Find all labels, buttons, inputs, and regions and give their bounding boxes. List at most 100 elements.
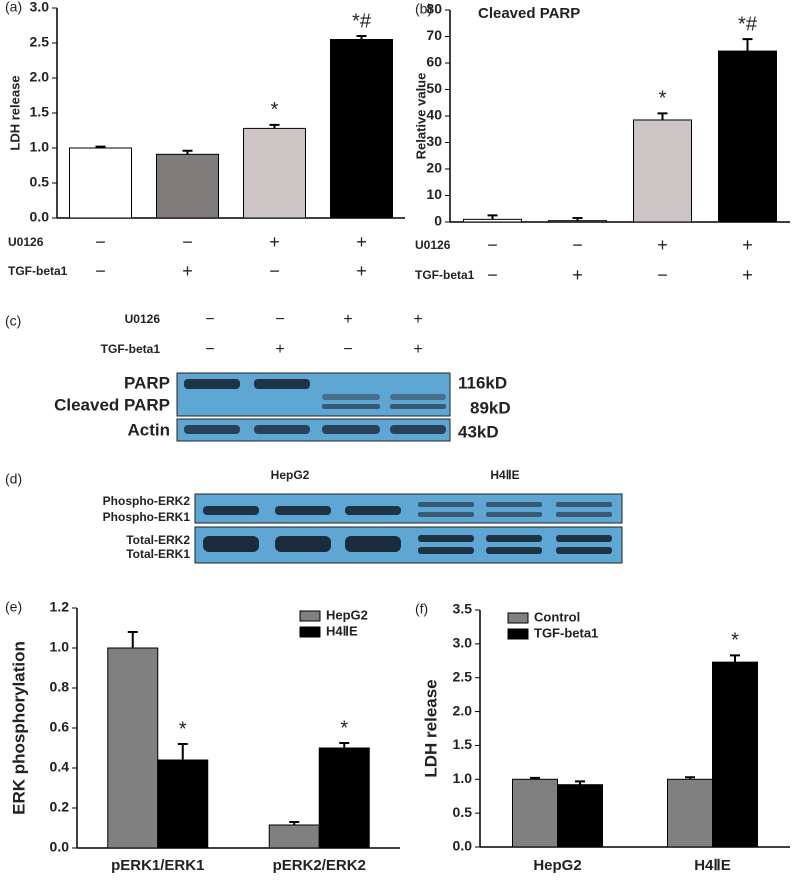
- sign: −: [182, 232, 193, 252]
- panel-label: (e): [5, 599, 22, 615]
- y-axis-label: Relative value: [413, 73, 428, 160]
- y-tick-label: 0.0: [30, 209, 50, 225]
- y-tick-label: 40: [426, 107, 442, 123]
- bar: [243, 127, 306, 219]
- error-bar: [572, 217, 583, 221]
- sign: +: [356, 232, 367, 252]
- row-label: TGF-beta1: [101, 342, 161, 356]
- y-tick-label: 1.0: [30, 139, 50, 155]
- y-tick-label: 1.2: [50, 599, 70, 615]
- sign: −: [487, 235, 498, 255]
- chart-title: Cleaved PARP: [478, 5, 580, 22]
- group-label: H4ⅡE: [490, 468, 519, 482]
- error-bar: [575, 780, 585, 785]
- y-tick-label: 0.0: [50, 839, 70, 855]
- band-label: Total-ERK1: [126, 547, 190, 561]
- sign: +: [182, 261, 193, 281]
- x-tick-label: H4ⅡE: [694, 857, 731, 874]
- y-tick-label: 0.0: [453, 838, 473, 854]
- band-label: Cleaved PARP: [54, 395, 170, 414]
- sign: +: [269, 232, 280, 252]
- bar: [268, 824, 320, 849]
- sign: −: [572, 235, 583, 255]
- bar: [667, 778, 713, 848]
- bar: [633, 119, 692, 223]
- y-tick-label: 3.0: [453, 635, 473, 651]
- bar: [330, 39, 393, 219]
- y-tick-label: 70: [426, 27, 442, 43]
- sign: −: [657, 265, 668, 285]
- error-bar: [356, 35, 367, 40]
- error-bar: [182, 149, 193, 155]
- sign: +: [356, 261, 367, 281]
- bar: [718, 50, 777, 223]
- y-tick-label: 2.5: [453, 668, 473, 684]
- y-tick-label: 3.5: [453, 601, 473, 617]
- size-label: 43kD: [458, 422, 499, 441]
- error-bar: [685, 776, 695, 780]
- size-label: 89kD: [470, 398, 511, 417]
- sign: +: [742, 235, 753, 255]
- y-tick-label: 1.0: [453, 770, 473, 786]
- sign: −: [343, 341, 352, 358]
- y-tick-label: 1.0: [50, 639, 70, 655]
- bar: [712, 661, 758, 848]
- sign: +: [657, 235, 668, 255]
- bar: [69, 147, 132, 219]
- sign: −: [95, 232, 106, 252]
- panel-label: (c): [5, 313, 21, 329]
- error-bar: [657, 112, 668, 120]
- sign: −: [95, 261, 106, 281]
- y-tick-label: 2.0: [453, 702, 473, 718]
- row-label: U0126: [415, 238, 451, 252]
- y-tick-label: 30: [426, 133, 442, 149]
- y-tick-label: 3.0: [30, 0, 50, 15]
- error-bar: [269, 123, 280, 129]
- y-tick-label: 0.2: [50, 799, 70, 815]
- annotation: *#: [352, 10, 372, 32]
- legend-label: HepG2: [326, 607, 368, 622]
- panel-label: (d): [5, 471, 22, 487]
- annotation: *: [340, 717, 348, 739]
- x-tick-label: pERK1/ERK1: [111, 857, 204, 874]
- blot-d: [194, 493, 623, 564]
- sign: +: [413, 311, 422, 328]
- blot-c: [176, 372, 451, 442]
- panel-label: (f): [415, 601, 428, 617]
- y-axis-label: LDH release: [7, 75, 22, 150]
- sign: +: [343, 311, 352, 328]
- sign: −: [275, 311, 284, 328]
- sign: −: [205, 311, 214, 328]
- y-tick-label: 0.5: [30, 174, 50, 190]
- row-label: U0126: [125, 312, 161, 326]
- legend-swatch: [507, 628, 529, 640]
- legend-swatch: [299, 626, 321, 638]
- legend-label: H4ⅡE: [326, 623, 358, 638]
- y-axis-label: LDH release: [421, 679, 440, 777]
- sign: −: [269, 261, 280, 281]
- sign: +: [275, 341, 284, 358]
- band-label: PARP: [124, 373, 170, 392]
- row-label: TGF-beta1: [415, 268, 475, 282]
- row-label: TGF-beta1: [8, 264, 68, 278]
- y-tick-label: 0.6: [50, 719, 70, 735]
- annotation: *: [271, 99, 279, 121]
- band-label: Actin: [128, 420, 171, 439]
- sign: −: [205, 341, 214, 358]
- sign: +: [572, 265, 583, 285]
- panel-label: (b): [415, 1, 432, 17]
- y-axis-label: ERK phosphorylation: [9, 641, 28, 815]
- y-tick-label: 80: [426, 1, 442, 17]
- y-tick-label: 10: [426, 186, 442, 202]
- y-tick-label: 60: [426, 54, 442, 70]
- annotation: *#: [738, 13, 758, 35]
- band-label: Total-ERK2: [126, 533, 190, 547]
- error-bar: [742, 38, 753, 52]
- bar: [318, 747, 370, 849]
- bar: [157, 759, 209, 849]
- x-tick-label: pERK2/ERK2: [273, 857, 366, 874]
- y-tick-label: 1.5: [30, 104, 50, 120]
- panel-label: (a): [5, 0, 22, 15]
